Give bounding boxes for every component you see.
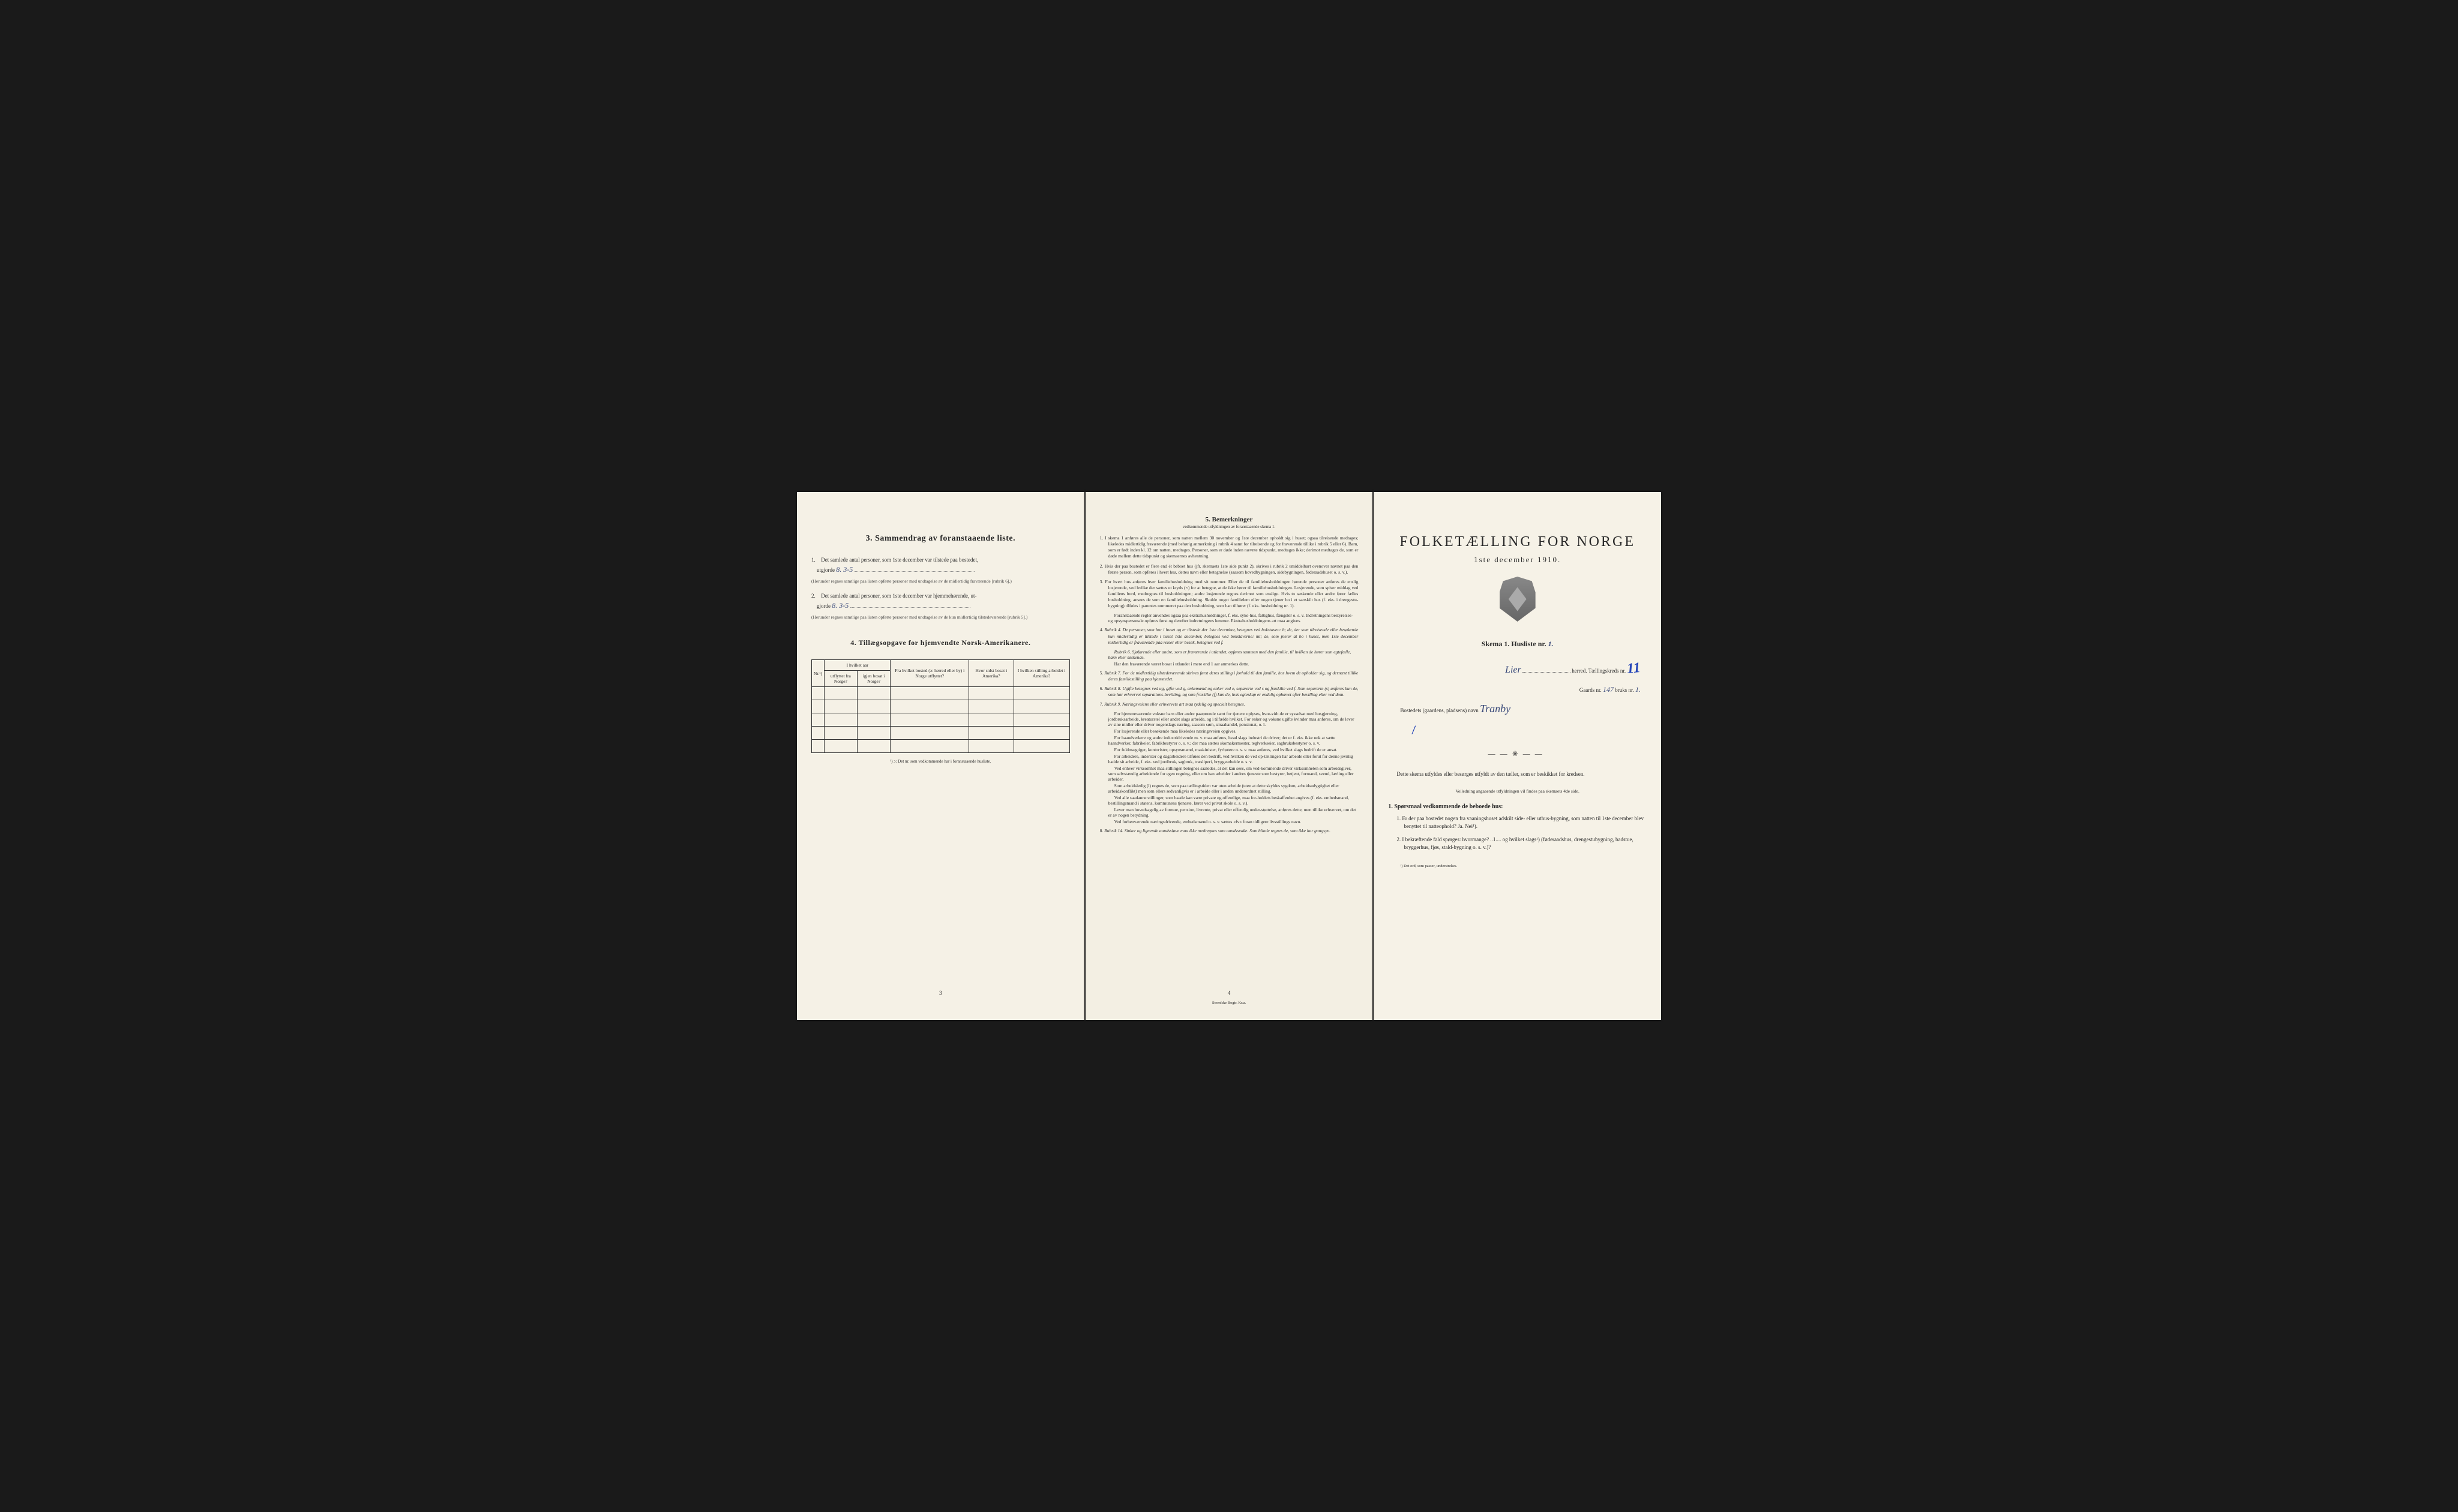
- page3-footnote: ¹) Det ord, som passer, understrekes.: [1388, 864, 1647, 868]
- remark-7a: For hjemmeværende voksne barn eller andr…: [1100, 711, 1359, 727]
- col-nr: Nr.¹): [812, 660, 825, 687]
- dotted-fill: [850, 602, 970, 608]
- instruction-1: Dette skema utfyldes eller besørges utfy…: [1388, 770, 1647, 779]
- col-stilling: I hvilken stilling arbeidet i Amerika?: [1014, 660, 1069, 687]
- table-row: [812, 700, 1070, 713]
- husliste-nr: 1.: [1548, 640, 1554, 648]
- skema-heading: Skema 1. Husliste nr. 1.: [1388, 640, 1647, 649]
- remark-4b: Har den fraværende været bosat i utlande…: [1100, 661, 1359, 667]
- kreds-nr: 11: [1626, 660, 1641, 677]
- remark-7c: For haandverkere og andre industridriven…: [1100, 735, 1359, 746]
- page-4-remarks: 5. Bemerkninger vedkommende utfyldningen…: [1086, 492, 1373, 1020]
- ornament-divider: ――※――: [1388, 749, 1647, 758]
- remark-6: 6. Rubrik 8. Ugifte betegnes ved ug, gif…: [1100, 686, 1359, 698]
- remark-3: 3. For hvert hus anføres hver familiehus…: [1100, 579, 1359, 610]
- remark-3a: Foranstaaende regler anvendes ogsaa paa …: [1100, 613, 1359, 623]
- table-row: [812, 740, 1070, 753]
- remark-7f: Ved enhver virksomhet maa stillingen bet…: [1100, 766, 1359, 782]
- printer-credit: Steen'ske Bogtr. Kr.a.: [1212, 1001, 1246, 1005]
- remark-1: 1. I skema 1 anføres alle de personer, s…: [1100, 535, 1359, 560]
- dotted-fill: [855, 566, 975, 572]
- item1-text: Det samlede antal personer, som 1ste dec…: [821, 557, 978, 563]
- census-title: FOLKETÆLLING FOR NORGE: [1388, 534, 1647, 550]
- item2-text: Det samlede antal personer, som 1ste dec…: [821, 593, 976, 599]
- table-row: [812, 687, 1070, 700]
- herred-value: Lier: [1505, 665, 1521, 675]
- remark-7g: Som arbeidsledig (l) regnes de, som paa …: [1100, 783, 1359, 794]
- table-footnote: ¹) ɔ: Det nr. som vedkommende har i fora…: [811, 759, 1070, 764]
- item-2: 2. Det samlede antal personer, som 1ste …: [811, 592, 1070, 620]
- herred-line: Lier herred. Tællingskreds nr. 11: [1388, 661, 1647, 677]
- item2-note: (Herunder regnes samtlige paa listen opf…: [811, 614, 1070, 621]
- coat-of-arms-icon: [1500, 577, 1536, 622]
- remark-7h: Ved alle saadanne stillinger, som baade …: [1100, 795, 1359, 806]
- col-igjen: igjen bosat i Norge?: [857, 671, 891, 687]
- table-row: [812, 713, 1070, 727]
- remark-7: 7. Rubrik 9. Næringsveiens eller erhverv…: [1100, 701, 1359, 707]
- page-number: 3: [939, 990, 942, 996]
- remark-7d: For fuldmægtiger, kontorister, opsynsmæn…: [1100, 747, 1359, 752]
- col-sidst: Hvor sidst bosat i Amerika?: [969, 660, 1014, 687]
- section4-heading: 4. Tillægsopgave for hjemvendte Norsk-Am…: [811, 638, 1070, 647]
- instruction-2: Veiledning angaaende utfyldningen vil fi…: [1388, 788, 1647, 794]
- blue-tally-mark: /: [1411, 724, 1416, 737]
- remark-2: 2. Hvis der paa bostedet er flere end ét…: [1100, 563, 1359, 575]
- item-1: 1. Det samlede antal personer, som 1ste …: [811, 556, 1070, 584]
- census-date: 1ste december 1910.: [1388, 555, 1647, 565]
- bruks-nr: 1.: [1635, 685, 1641, 694]
- question-2: 2. I bekræftende fald spørges: hvormange…: [1396, 836, 1647, 852]
- page-3-summary: 3. Sammendrag av foranstaaende liste. 1.…: [797, 492, 1084, 1020]
- item1-label: utgjorde: [817, 567, 835, 573]
- remark-7i: Lever man hovedsagelig av formue, pensio…: [1100, 807, 1359, 818]
- emigrant-table: Nr.¹) I hvilket aar Fra hvilket bosted (…: [811, 659, 1070, 753]
- item2-label: gjorde: [817, 603, 831, 609]
- bosted-value: Tranby: [1480, 703, 1510, 715]
- item-number: 1.: [811, 556, 820, 564]
- remarks-subtitle: vedkommende utfyldningen av foranstaaend…: [1100, 524, 1359, 529]
- gaards-nr: 147: [1603, 685, 1614, 694]
- bosted-line: Bostedets (gaardens, pladsens) navn Tran…: [1388, 703, 1647, 715]
- page-number: 4: [1228, 990, 1231, 996]
- question-1: 1. Er der paa bostedet nogen fra vaaning…: [1396, 815, 1647, 831]
- remark-7b: For losjerende eller besøkende maa likel…: [1100, 728, 1359, 734]
- census-document: 3. Sammendrag av foranstaaende liste. 1.…: [797, 492, 1661, 1020]
- item1-note: (Herunder regnes samtlige paa listen opf…: [811, 578, 1070, 585]
- table-row: [812, 727, 1070, 740]
- question-heading: 1. Spørsmaal vedkommende de beboede hus:: [1388, 803, 1647, 810]
- item1-handwritten-value: 8. 3-5: [836, 565, 853, 574]
- remark-4: 4. Rubrik 4. De personer, som bor i huse…: [1100, 627, 1359, 645]
- item-number: 2.: [811, 592, 820, 600]
- page-1-title: FOLKETÆLLING FOR NORGE 1ste december 191…: [1374, 492, 1661, 1020]
- col-bosted: Fra hvilket bosted (ɔ: herred eller by) …: [891, 660, 969, 687]
- remark-5: 5. Rubrik 7. For de midlertidig tilstede…: [1100, 670, 1359, 682]
- item2-handwritten-value: 8. 3-5: [832, 601, 849, 610]
- section3-heading: 3. Sammendrag av foranstaaende liste.: [811, 534, 1070, 544]
- col-aar: I hvilket aar: [825, 660, 891, 671]
- remark-8: 8. Rubrik 14. Sinker og lignende aandssl…: [1100, 828, 1359, 834]
- remarks-title: 5. Bemerkninger: [1100, 516, 1359, 523]
- remark-4a: Rubrik 6. Sjøfarende eller andre, som er…: [1100, 649, 1359, 660]
- remark-7e: For arbeidere, inderster og dagarbeidere…: [1100, 754, 1359, 764]
- col-utflyttet: utflyttet fra Norge?: [825, 671, 857, 687]
- remark-7j: Ved forhenværende næringsdrivende, embed…: [1100, 819, 1359, 824]
- gaards-line: Gaards nr. 147 bruks nr. 1.: [1388, 685, 1647, 694]
